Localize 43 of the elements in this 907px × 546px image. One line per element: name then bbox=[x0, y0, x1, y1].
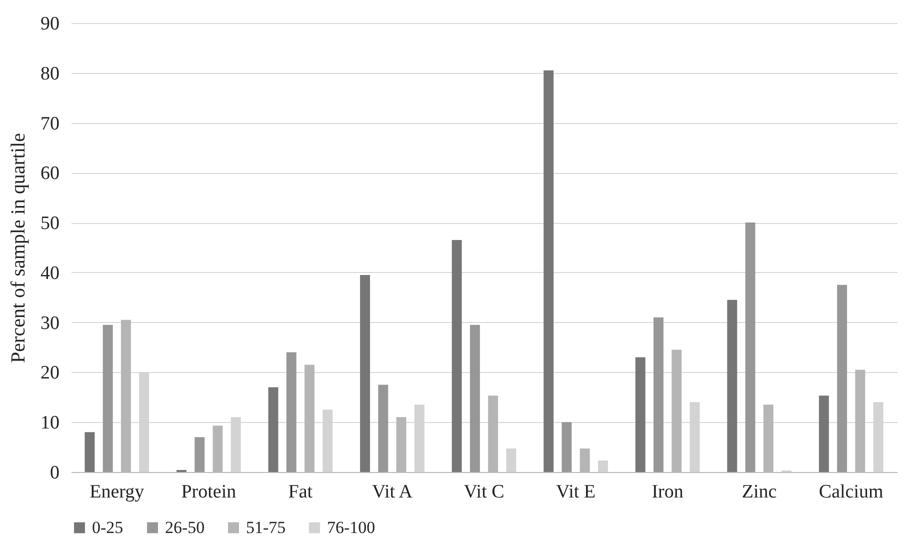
y-tick-label: 30 bbox=[40, 312, 60, 334]
bar bbox=[562, 422, 572, 472]
y-tick-label: 20 bbox=[40, 362, 60, 384]
bar bbox=[635, 357, 646, 472]
y-tick-label: 0 bbox=[50, 462, 60, 484]
legend-label: 51-75 bbox=[246, 518, 286, 537]
x-tick-label: Calcium bbox=[818, 482, 884, 502]
bar bbox=[727, 300, 738, 472]
bar bbox=[194, 437, 205, 472]
y-tick-label: 90 bbox=[40, 14, 60, 34]
x-tick-label: Vit C bbox=[464, 482, 504, 502]
legend-label: 0-25 bbox=[92, 518, 124, 537]
y-tick-label: 70 bbox=[40, 113, 60, 134]
legend-label: 76-100 bbox=[327, 518, 376, 537]
y-tick-label: 60 bbox=[40, 163, 60, 184]
bar bbox=[286, 352, 296, 472]
x-tick-label: Vit E bbox=[556, 482, 596, 502]
bar bbox=[452, 240, 462, 472]
bar bbox=[818, 396, 829, 472]
x-tick-label: Vit A bbox=[372, 482, 413, 502]
x-tick-label: Energy bbox=[90, 482, 145, 502]
bar bbox=[544, 70, 554, 472]
bar bbox=[598, 460, 608, 472]
bar bbox=[745, 222, 756, 472]
bar bbox=[378, 384, 388, 472]
bar bbox=[506, 448, 516, 472]
bar bbox=[268, 387, 278, 472]
y-tick-label: 10 bbox=[40, 412, 60, 434]
y-tick-label: 80 bbox=[40, 63, 60, 84]
bar bbox=[470, 324, 480, 472]
bar bbox=[102, 324, 113, 472]
bar bbox=[360, 274, 370, 472]
y-tick-label: 50 bbox=[40, 213, 60, 234]
x-tick-label: Zinc bbox=[742, 482, 777, 502]
y-tick-label: 40 bbox=[40, 262, 60, 284]
bar bbox=[837, 284, 848, 472]
x-tick-label: Iron bbox=[652, 482, 684, 502]
y-axis-title: Percent of sample in quartile bbox=[8, 132, 30, 363]
legend-label: 26-50 bbox=[165, 518, 205, 537]
x-tick-label: Protein bbox=[181, 482, 237, 502]
bar bbox=[84, 432, 95, 472]
x-tick-label: Fat bbox=[288, 482, 314, 502]
bar bbox=[654, 317, 664, 472]
